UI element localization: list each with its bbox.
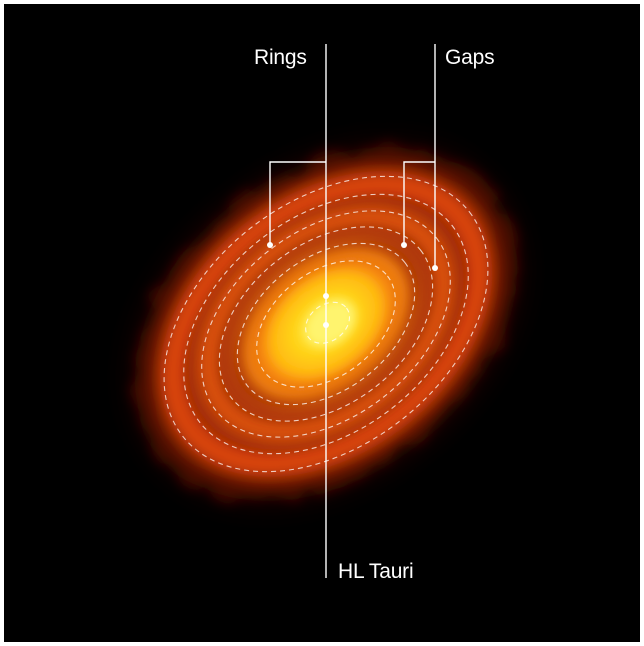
dashed-ellipse-5 bbox=[236, 242, 416, 406]
hl-tauri-label: HL Tauri bbox=[338, 560, 414, 583]
gaps-leader-branch bbox=[403, 161, 435, 245]
star-marker bbox=[323, 322, 329, 328]
gaps-label: Gaps bbox=[445, 46, 495, 69]
gaps-marker-outer bbox=[432, 265, 438, 271]
dashed-ellipse-1 bbox=[163, 175, 489, 473]
star-glow bbox=[305, 299, 356, 347]
gaps-marker-inner bbox=[401, 242, 407, 248]
dashed-ellipse-3 bbox=[201, 210, 451, 438]
rings-marker-inner bbox=[323, 293, 329, 299]
dashed-ellipse-2 bbox=[183, 193, 469, 455]
disk-image: Rings Gaps HL Tauri bbox=[4, 4, 640, 642]
gap-inner bbox=[251, 255, 401, 393]
gap-middle bbox=[219, 226, 433, 422]
rings-leader-line bbox=[269, 161, 326, 245]
protoplanetary-disk-illustration bbox=[133, 44, 519, 578]
dashed-ellipse-4 bbox=[218, 226, 434, 422]
ring-middle bbox=[199, 208, 453, 440]
rings-marker-outer bbox=[267, 242, 273, 248]
rings-label: Rings bbox=[254, 46, 307, 69]
gap-outer bbox=[188, 198, 464, 450]
